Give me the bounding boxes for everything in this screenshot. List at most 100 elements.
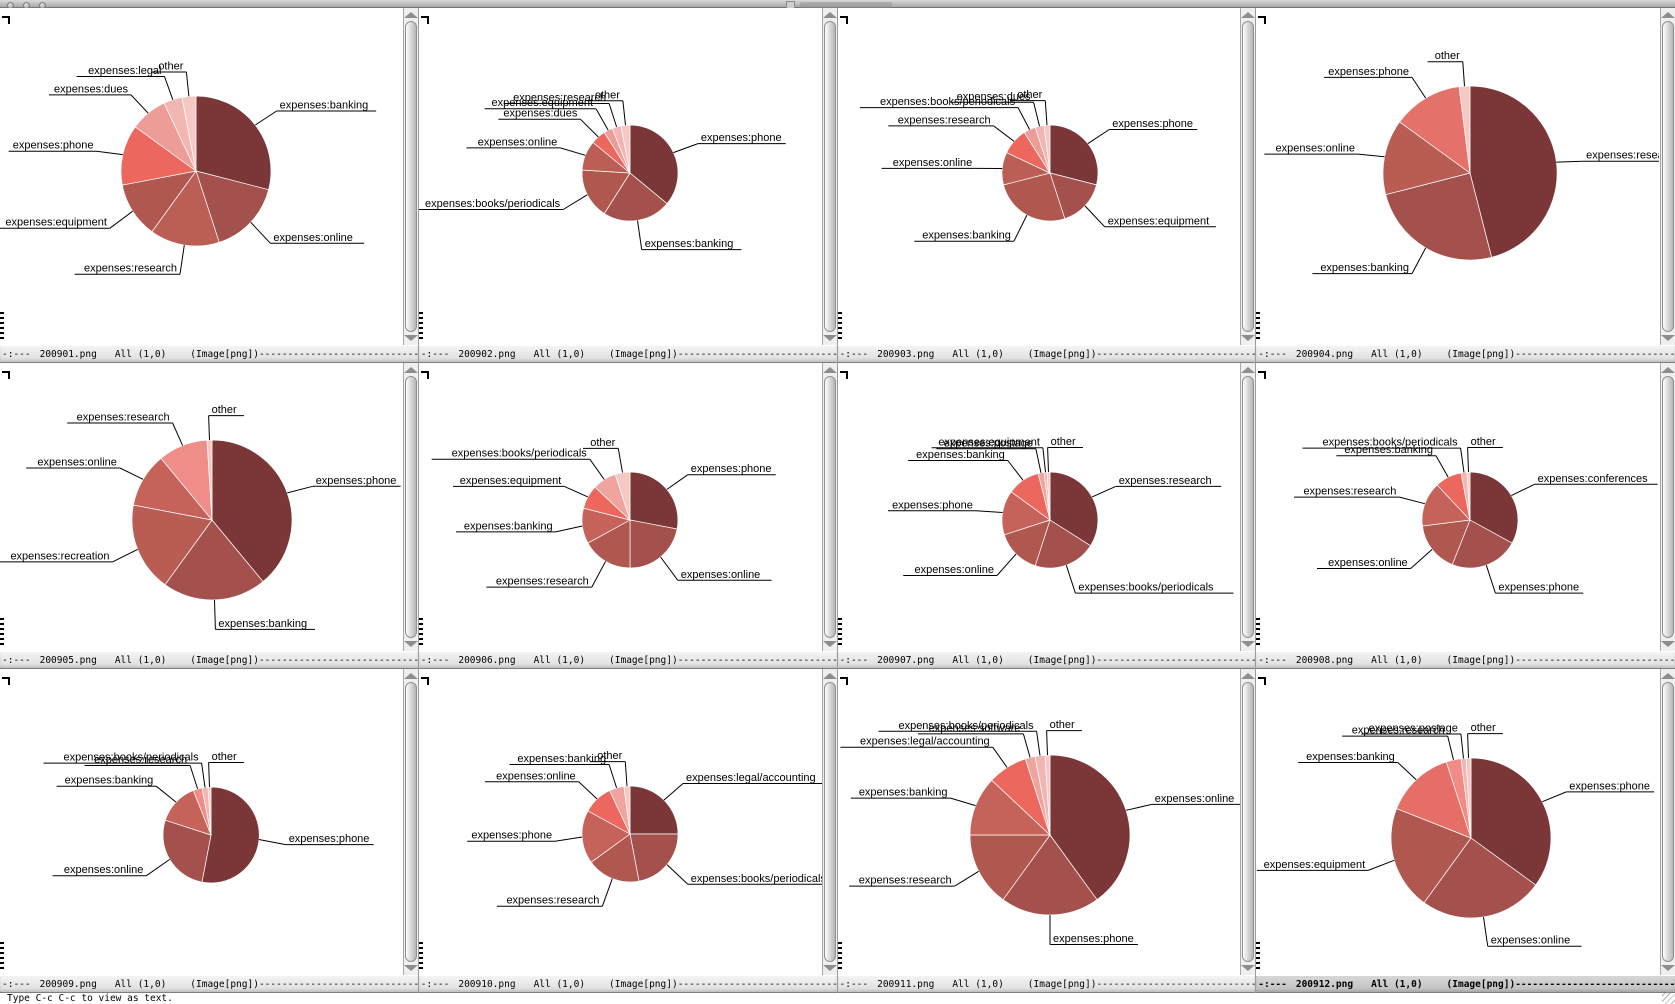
slice-label: expenses:books/periodicals	[1078, 582, 1214, 594]
scrollbar-thumb[interactable]	[404, 682, 417, 962]
image-buffer[interactable]: expenses:banking expenses:online expenses:…	[0, 8, 418, 345]
scroll-down-arrow-icon[interactable]	[822, 641, 837, 647]
scrollbar-thumb[interactable]	[823, 682, 836, 962]
scroll-up-arrow-icon[interactable]	[403, 12, 418, 18]
label-leader-line	[636, 220, 642, 250]
scroll-up-arrow-icon[interactable]	[1661, 367, 1675, 373]
vertical-scrollbar[interactable]	[402, 363, 418, 651]
modeline-major-mode: (Image[png])	[1027, 654, 1097, 666]
image-buffer[interactable]: expenses:research expenses:banking expense…	[1256, 8, 1675, 345]
image-buffer[interactable]: expenses:research expenses:books/periodic…	[837, 363, 1256, 651]
scroll-up-arrow-icon[interactable]	[1241, 367, 1256, 373]
pie-slice	[181, 95, 197, 172]
scroll-down-arrow-icon[interactable]	[403, 335, 418, 341]
pie-slice	[1048, 172, 1097, 220]
fringe-dashes-icon	[1256, 942, 1261, 972]
window-grid: expenses:banking expenses:online expenses:…	[0, 8, 1675, 993]
label-leader-line	[287, 485, 313, 494]
scroll-up-arrow-icon[interactable]	[822, 367, 837, 373]
scrollbar-thumb[interactable]	[823, 376, 836, 638]
scroll-down-arrow-icon[interactable]	[822, 965, 837, 971]
image-buffer[interactable]: expenses:phone expenses:banking expenses:b…	[418, 8, 837, 345]
scroll-up-arrow-icon[interactable]	[1661, 673, 1675, 679]
scroll-down-arrow-icon[interactable]	[1661, 641, 1675, 647]
modeline-major-mode: (Image[png])	[609, 348, 678, 360]
label-leader-line	[659, 556, 678, 581]
image-buffer[interactable]: expenses:phone expenses:equipment expenses…	[837, 8, 1256, 345]
slice-label: expenses:phone	[1329, 66, 1410, 78]
scrollbar-thumb[interactable]	[1662, 376, 1674, 638]
vertical-scrollbar[interactable]	[1660, 8, 1675, 345]
vertical-scrollbar[interactable]	[1660, 669, 1675, 975]
scrollbar-thumb[interactable]	[1662, 682, 1674, 962]
label-leader-line	[1046, 447, 1049, 473]
modeline-200909.png[interactable]: -:--- 200909.png All (1,0) (Image[png]) ----…	[0, 975, 418, 993]
modeline-200901.png[interactable]: -:--- 200901.png All (1,0) (Image[png]) ----…	[0, 345, 418, 363]
modeline-200911.png[interactable]: -:--- 200911.png All (1,0) (Image[png]) ----…	[837, 975, 1256, 993]
scrollbar-thumb[interactable]	[1242, 21, 1255, 332]
scroll-down-arrow-icon[interactable]	[1661, 335, 1675, 341]
scrollbar-thumb[interactable]	[1242, 376, 1255, 638]
scroll-up-arrow-icon[interactable]	[1661, 12, 1675, 18]
modeline-200904.png[interactable]: -:--- 200904.png All (1,0) (Image[png]) ----…	[1256, 345, 1675, 363]
image-buffer[interactable]: expenses:phone expenses:online expenses:ba…	[0, 669, 418, 975]
scrollbar-thumb[interactable]	[404, 376, 417, 638]
modeline-200905.png[interactable]: -:--- 200905.png All (1,0) (Image[png]) ----…	[0, 651, 418, 669]
scroll-down-arrow-icon[interactable]	[1661, 965, 1675, 971]
image-buffer[interactable]: expenses:conferences expenses:phone expens…	[1256, 363, 1675, 651]
image-buffer[interactable]: expenses:legal/accounting expenses:books/…	[418, 669, 837, 975]
scroll-up-arrow-icon[interactable]	[822, 673, 837, 679]
scrollbar-thumb[interactable]	[823, 21, 836, 332]
modeline-200906.png[interactable]: -:--- 200906.png All (1,0) (Image[png]) ----…	[418, 651, 837, 669]
modeline-200910.png[interactable]: -:--- 200910.png All (1,0) (Image[png]) ----…	[418, 975, 837, 993]
image-buffer[interactable]: expenses:phone expenses:online expenses:eq…	[1256, 669, 1675, 975]
vertical-scrollbar[interactable]	[402, 8, 418, 345]
label-leader-line	[992, 125, 1014, 142]
scroll-down-arrow-icon[interactable]	[1241, 965, 1256, 971]
scrollbar-thumb[interactable]	[1662, 21, 1674, 332]
vertical-scrollbar[interactable]	[821, 8, 837, 345]
modeline-200907.png[interactable]: -:--- 200907.png All (1,0) (Image[png]) ----…	[837, 651, 1256, 669]
scroll-down-arrow-icon[interactable]	[1241, 335, 1256, 341]
image-buffer[interactable]: expenses:phone expenses:online expenses:re…	[418, 363, 837, 651]
modeline-200912.png[interactable]: -:--- 200912.png All (1,0) (Image[png]) ----…	[1256, 975, 1675, 993]
scroll-down-arrow-icon[interactable]	[1241, 641, 1256, 647]
vertical-scrollbar[interactable]	[1240, 8, 1256, 345]
pie-chart-200912.png: expenses:phone expenses:online expenses:eq…	[1257, 722, 1655, 947]
slice-label: expenses:online	[1154, 793, 1234, 805]
modeline-major-mode: (Image[png])	[1446, 348, 1516, 360]
scroll-down-arrow-icon[interactable]	[822, 335, 837, 341]
modeline-position: All (1,0)	[1371, 654, 1423, 666]
vertical-scrollbar[interactable]	[821, 669, 837, 975]
scroll-up-arrow-icon[interactable]	[822, 12, 837, 18]
scroll-down-arrow-icon[interactable]	[403, 641, 418, 647]
fringe-corner-icon	[839, 371, 848, 379]
vertical-scrollbar[interactable]	[1660, 363, 1675, 651]
scroll-up-arrow-icon[interactable]	[403, 367, 418, 373]
image-buffer[interactable]: expenses:online expenses:phone expenses:re…	[837, 669, 1256, 975]
scrollbar-thumb[interactable]	[404, 21, 417, 332]
label-leader-line	[991, 746, 1008, 768]
scroll-up-arrow-icon[interactable]	[1241, 12, 1256, 18]
vertical-scrollbar[interactable]	[402, 669, 418, 975]
scroll-down-arrow-icon[interactable]	[403, 965, 418, 971]
pie-chart-200908.png: expenses:conferences expenses:phone expens…	[1294, 436, 1658, 594]
vertical-scrollbar[interactable]	[1240, 669, 1256, 975]
window-titlebar[interactable]	[0, 0, 1675, 10]
vertical-scrollbar[interactable]	[821, 363, 837, 651]
scroll-up-arrow-icon[interactable]	[403, 673, 418, 679]
label-leader-line	[1460, 448, 1465, 473]
minibuffer-echo-area[interactable]: Type C-c C-c to view as text.	[0, 993, 1675, 1004]
label-leader-line	[622, 100, 626, 126]
modeline-200908.png[interactable]: -:--- 200908.png All (1,0) (Image[png]) ----…	[1256, 651, 1675, 669]
pie-slice	[629, 833, 679, 882]
scrollbar-thumb[interactable]	[1242, 682, 1255, 962]
modeline-position: All (1,0)	[533, 348, 586, 360]
modeline-200903.png[interactable]: -:--- 200903.png All (1,0) (Image[png]) ----…	[837, 345, 1256, 363]
resize-grip[interactable]	[1662, 993, 1675, 1004]
slice-label: expenses:dues	[503, 108, 577, 120]
modeline-200902.png[interactable]: -:--- 200902.png All (1,0) (Image[png]) ----…	[418, 345, 837, 363]
vertical-scrollbar[interactable]	[1240, 363, 1256, 651]
scroll-up-arrow-icon[interactable]	[1241, 673, 1256, 679]
image-buffer[interactable]: expenses:phone expenses:banking expenses:r…	[0, 363, 418, 651]
